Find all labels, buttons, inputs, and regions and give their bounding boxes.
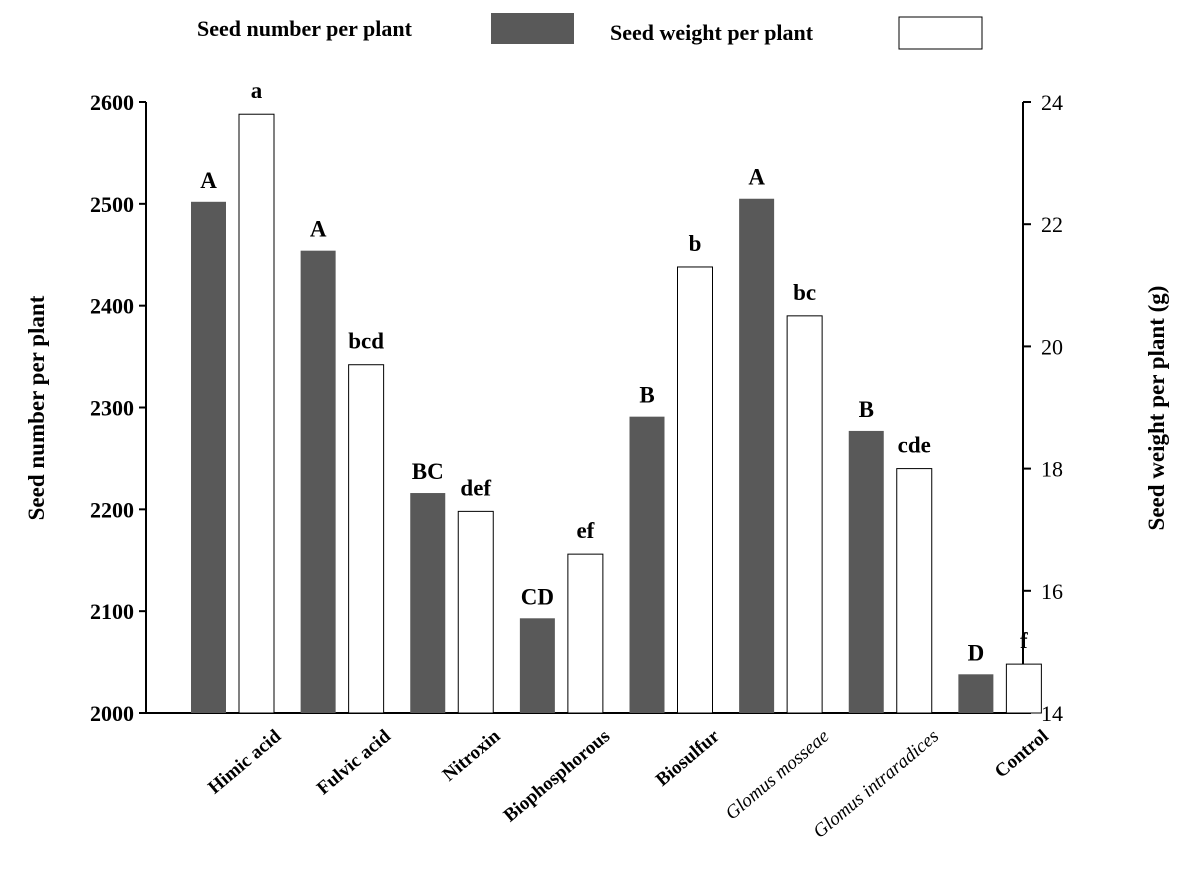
sig-label-seed-weight: f (1020, 628, 1028, 653)
sig-label-seed-number: BC (412, 459, 444, 484)
sig-label-seed-weight: b (689, 231, 702, 256)
sig-label-seed-weight: bc (793, 280, 816, 305)
category-label-fulvic-acid: Fulvic acid (313, 725, 395, 799)
right-tick-label: 16 (1041, 579, 1063, 604)
bar-seed-number-glomus-intraradices (848, 430, 884, 713)
bar-seed-weight-fulvic-acid (348, 364, 385, 714)
right-tick-label: 24 (1041, 90, 1063, 115)
left-axis-title: Seed number per plant (24, 295, 49, 520)
category-label-biosulfur: Biosulfur (652, 725, 724, 790)
bar-seed-number-himic-acid (191, 201, 226, 713)
legend-swatch-seed-number (491, 13, 574, 44)
left-tick-label: 2100 (90, 599, 134, 624)
sig-label-seed-weight: def (460, 475, 491, 500)
bar-seed-weight-nitroxin (457, 510, 494, 714)
sig-label-seed-weight: bcd (348, 329, 384, 354)
category-label-control: Control (991, 726, 1053, 783)
category-label-biophosphorous: Biophosphorous (500, 726, 614, 827)
right-tick-label: 22 (1041, 212, 1063, 237)
bar-seed-weight-himic-acid (238, 113, 275, 714)
left-axis-ticks: 2000 2100 2200 2300 2400 2500 2600 (90, 90, 146, 726)
bar-seed-number-fulvic-acid (300, 250, 336, 713)
bar-seed-weight-control (1005, 663, 1042, 714)
right-tick-label: 20 (1041, 334, 1063, 359)
legend-swatch-seed-weight (898, 16, 983, 50)
category-label-himic-acid: Himic acid (204, 725, 285, 798)
legend-label-seed-weight: Seed weight per plant (610, 20, 814, 45)
sig-label-seed-weight: cde (898, 433, 931, 458)
bar-seed-weight-glomus-intraradices (896, 468, 933, 714)
bar-seed-number-biosulfur (629, 416, 665, 713)
bar-seed-number-biophosphorous (519, 618, 555, 713)
sig-label-seed-number: A (748, 165, 765, 190)
bar-seed-weight-biosulfur (677, 266, 713, 714)
sig-label-seed-number: B (639, 383, 654, 408)
category-label-glomus-mosseae: Glomus mosseae (722, 726, 834, 825)
sig-label-seed-weight: a (251, 78, 263, 103)
left-tick-label: 2300 (90, 396, 134, 421)
bar-seed-number-nitroxin (410, 493, 446, 713)
bars (191, 113, 1042, 714)
right-tick-label: 14 (1041, 701, 1063, 726)
sig-label-seed-number: B (859, 397, 874, 422)
legend: Seed number per plant Seed weight per pl… (197, 13, 983, 50)
bar-seed-weight-biophosphorous (567, 553, 604, 714)
sig-label-seed-number: A (310, 217, 327, 242)
bar-seed-number-control (958, 674, 994, 713)
legend-label-seed-number: Seed number per plant (197, 16, 413, 41)
bar-seed-number-glomus-mosseae (739, 198, 775, 713)
right-axis-ticks: 14 16 18 20 22 24 (1023, 90, 1063, 726)
left-tick-label: 2400 (90, 294, 134, 319)
sig-label-seed-number: CD (521, 584, 554, 609)
left-tick-label: 2600 (90, 90, 134, 115)
bar-seed-weight-glomus-mosseae (786, 315, 823, 714)
category-label-nitroxin: Nitroxin (439, 725, 505, 785)
right-tick-label: 18 (1041, 457, 1063, 482)
sig-label-seed-number: D (968, 640, 985, 665)
sig-label-seed-weight: ef (576, 518, 594, 543)
left-tick-label: 2000 (90, 701, 134, 726)
sig-label-seed-number: A (200, 168, 217, 193)
right-axis-title: Seed weight per plant (g) (1144, 286, 1169, 531)
left-tick-label: 2500 (90, 192, 134, 217)
category-labels: Himic acid Fulvic acid NitroxinBiophosphor… (204, 725, 1052, 842)
left-tick-label: 2200 (90, 497, 134, 522)
